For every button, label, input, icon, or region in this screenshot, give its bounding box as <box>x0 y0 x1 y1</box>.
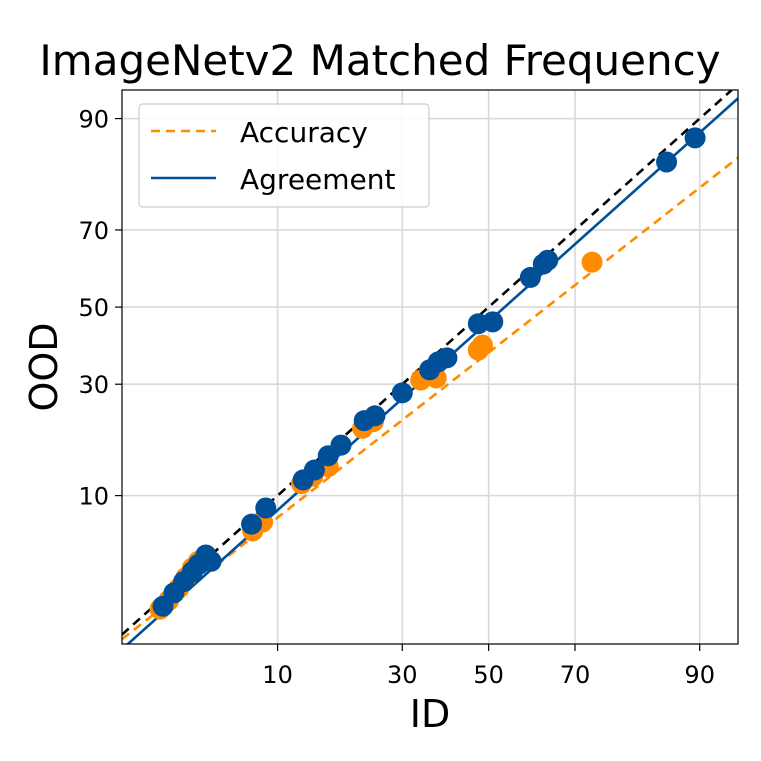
y-tick-label: 30 <box>78 371 109 399</box>
agreement-point <box>330 434 352 456</box>
y-tick-label: 10 <box>78 483 109 511</box>
y-axis-label: OOD <box>22 322 66 411</box>
plot-area <box>122 90 738 644</box>
legend: Accuracy Agreement <box>138 103 430 208</box>
x-tick-label: 10 <box>262 661 293 689</box>
y-axis-ticks: 10 30 50 70 90 <box>78 106 122 511</box>
agreement-point <box>436 347 458 369</box>
legend-accuracy-label: Accuracy <box>240 116 368 149</box>
accuracy-point <box>581 251 603 273</box>
plot-frame <box>121 89 739 645</box>
y-tick-label: 50 <box>78 294 109 322</box>
x-tick-label: 50 <box>473 661 504 689</box>
agreement-point <box>241 513 263 535</box>
x-tick-label: 90 <box>684 661 715 689</box>
agreement-point <box>200 550 222 572</box>
y-tick-label: 70 <box>78 217 109 245</box>
agreement-point <box>684 127 706 149</box>
agreement-point <box>656 151 678 173</box>
agreement-point <box>482 311 504 333</box>
x-axis-ticks: 10 30 50 70 90 <box>262 644 715 689</box>
x-tick-label: 70 <box>560 661 591 689</box>
agreement-point <box>537 249 559 271</box>
y-tick-label: 90 <box>78 106 109 134</box>
agreement-point <box>364 405 386 427</box>
accuracy-fit-line <box>122 156 738 641</box>
legend-agreement-label: Agreement <box>240 163 396 196</box>
x-tick-label: 30 <box>387 661 418 689</box>
chart-title: ImageNetv2 Matched Frequency <box>39 36 720 85</box>
x-axis-label: ID <box>410 692 450 736</box>
agreement-point <box>519 266 541 288</box>
agreement-point <box>255 497 277 519</box>
agreement-point <box>303 459 325 481</box>
accuracy-point <box>471 334 493 356</box>
agreement-point <box>391 382 413 404</box>
